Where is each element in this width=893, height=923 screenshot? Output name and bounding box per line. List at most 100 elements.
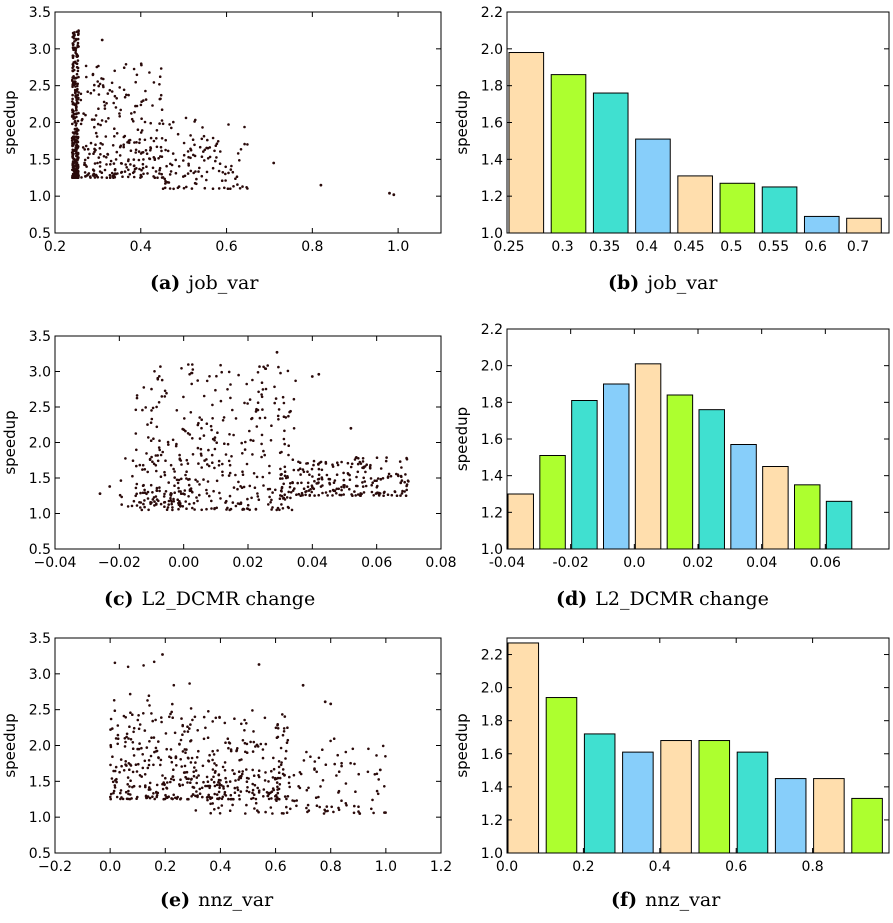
scatter-point-e-493 [254,801,258,805]
scatter-point-c-68 [268,495,271,499]
y-axis-label-e: speedup [1,713,19,777]
scatter-point-c-13 [266,364,270,367]
scatter-point-e-565 [120,764,123,768]
scatter-point-e-577 [128,785,131,788]
scatter-point-c-96 [219,497,222,500]
scatter-point-a-299 [71,108,74,112]
scatter-point-c-109 [208,375,211,378]
scatter-point-a-438 [92,172,96,176]
scatter-point-a-575 [195,177,198,181]
scatter-point-e-446 [324,810,327,813]
scatter-point-e-588 [183,764,187,768]
scatter-point-e-414 [340,764,343,768]
scatter-point-a-277 [71,135,75,139]
scatter-point-c-53 [286,369,290,373]
scatter-point-e-345 [259,742,263,746]
scatter-point-a-433 [93,125,96,129]
chart-f: 0.0 0.2 0.4 0.6 0.81.01.21.41.61.82.02.2spee… [453,637,890,875]
scatter-point-c-484 [325,473,329,477]
scatter-point-e-506 [231,803,234,807]
scatter-point-e-517 [213,808,216,811]
y-tick-label-b-3: 1.6 [481,116,503,132]
scatter-point-e-135 [164,732,168,735]
scatter-point-e-8 [131,713,134,716]
y-tick-label-a-4: 2.5 [29,79,51,95]
scatter-point-c-318 [256,408,260,412]
scatter-point-c-640 [120,503,123,506]
scatter-point-c-535 [328,477,332,481]
y-tick-label-c-1: 1.0 [29,507,51,523]
scatter-point-a-371 [144,98,148,101]
scatter-point-a-544 [155,129,159,132]
scatter-point-e-477 [337,789,341,793]
scatter-point-c-551 [379,477,383,481]
scatter-point-e-129 [128,768,131,771]
scatter-point-c-497 [305,490,308,493]
scatter-point-a-459 [140,151,144,154]
scatter-point-c-372 [163,389,167,393]
scatter-point-c-144 [196,480,199,483]
scatter-point-c-112 [246,497,249,501]
scatter-point-c-664 [349,426,353,430]
bar-b-4 [677,175,713,234]
scatter-point-a-333 [159,145,163,149]
scatter-point-e-272 [189,739,193,742]
scatter-point-a-669 [166,181,169,184]
scatter-point-e-384 [305,806,308,810]
scatter-point-a-577 [236,183,239,186]
scatter-point-e-560 [128,725,131,728]
scatter-point-a-586 [219,150,222,153]
bar-b-5 [719,182,756,234]
scatter-point-a-684 [100,38,104,42]
scatter-point-e-84 [243,729,246,732]
scatter-point-e-388 [269,806,273,809]
scatter-point-c-504 [354,484,358,488]
scatter-point-a-600 [187,164,190,167]
scatter-point-a-667 [194,170,197,173]
scatter-point-a-313 [123,95,127,99]
y-tick-label-f-0: 1.0 [481,846,503,862]
scatter-point-c-462 [302,487,306,491]
scatter-point-c-614 [169,499,173,502]
scatter-point-c-325 [176,498,179,502]
scatter-point-c-426 [349,465,353,469]
scatter-point-c-5 [249,438,252,442]
scatter-point-a-322 [130,112,133,115]
scatter-point-e-397 [353,804,356,808]
scatter-point-e-601 [257,663,261,666]
scatter-point-c-549 [279,467,282,471]
scatter-point-e-156 [180,765,183,768]
scatter-point-e-579 [169,712,172,716]
scatter-point-a-347 [108,176,112,179]
x-tick-label-e-2: 0.2 [154,859,176,875]
y-tick-label-a-3: 2.0 [29,116,51,132]
scatter-point-c-25 [258,365,261,368]
scatter-point-a-466 [160,119,164,122]
scatter-point-e-481 [317,756,321,760]
scatter-point-c-643 [142,502,145,506]
scatter-point-c-133 [248,484,252,488]
scatter-point-e-64 [251,768,254,772]
scatter-point-e-26 [236,788,240,792]
scatter-point-c-362 [165,391,168,395]
scatter-point-c-345 [283,498,287,501]
scatter-point-a-444 [115,150,119,154]
scatter-point-c-386 [361,457,365,460]
scatter-point-c-419 [370,490,374,494]
scatter-point-c-1 [227,459,231,463]
scatter-point-e-434 [245,803,248,807]
scatter-point-c-457 [342,493,346,496]
scatter-point-c-263 [217,459,221,463]
scatter-point-e-415 [209,811,212,815]
scatter-point-e-92 [142,712,145,715]
scatter-point-e-40 [284,757,287,760]
scatter-point-e-544 [129,763,132,766]
scatter-point-c-191 [277,365,280,369]
scatter-point-e-322 [284,749,288,753]
y-tick-label-a-5: 3.0 [29,42,51,58]
scatter-point-c-58 [164,490,168,493]
scatter-point-c-272 [163,505,166,509]
scatter-point-c-240 [281,395,285,399]
scatter-point-a-442 [137,158,141,162]
scatter-point-e-232 [153,797,156,801]
